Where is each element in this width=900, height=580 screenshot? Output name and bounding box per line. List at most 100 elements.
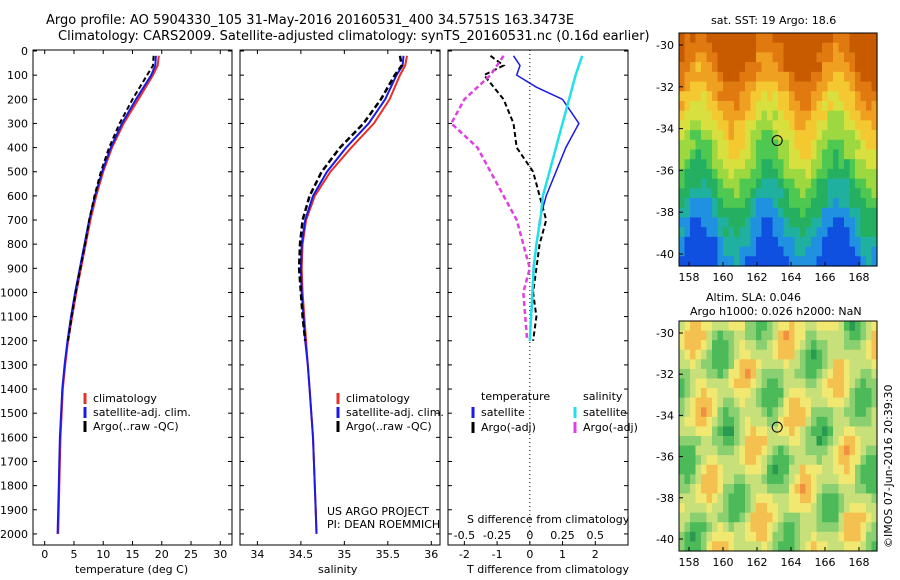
sst-map-cell [712, 236, 719, 248]
sla-map-cell [789, 330, 796, 341]
sst-map-cell [712, 71, 719, 83]
sla-map-cell [767, 368, 774, 380]
sst-map-cell [767, 130, 774, 141]
sst-map-cell [695, 207, 702, 219]
depth-label-300: 300 [7, 117, 28, 130]
sla-map-cell [679, 531, 686, 543]
sst-map-cell [783, 149, 790, 160]
sst-map-cell [849, 159, 856, 170]
sst-map-cell [739, 139, 746, 151]
sla-map-cell [706, 321, 713, 332]
sst-map-cell [739, 42, 746, 54]
sst-map-cell [827, 227, 834, 238]
sla-map-cell [860, 397, 867, 408]
sst-map-cell [717, 217, 724, 228]
sla-map-lon-158: 158 [679, 556, 700, 569]
sla-map-cell [767, 407, 774, 418]
sst-map-cell [811, 198, 818, 209]
sst-map-cell [772, 110, 779, 121]
sst-map-cell [750, 207, 757, 219]
sla-map-cell [679, 455, 686, 466]
sst-map-cell [844, 246, 851, 257]
panel-frame-2 [447, 49, 629, 546]
sla-map-cell [871, 321, 878, 332]
sla-map-cell [739, 407, 746, 418]
sla-map-cell [800, 397, 807, 408]
sla-map-cell [690, 531, 697, 543]
sst-map-cell [789, 246, 796, 257]
sst-map-cell [800, 198, 807, 209]
sla-map-cell [772, 531, 779, 543]
sla-map-cell [789, 340, 796, 351]
sst-map-cell [838, 246, 845, 257]
sla-map-cell [717, 474, 724, 485]
sst-map-cell [855, 236, 862, 248]
sst-map-cell [827, 256, 834, 267]
sla-map-cell [745, 531, 752, 543]
sla-map-cell [778, 531, 785, 543]
sla-map-cell [695, 474, 702, 485]
sst-map-cell [822, 42, 829, 54]
sst-map-cell [794, 207, 801, 219]
sst-map-cell [838, 42, 845, 54]
sla-map-cell [783, 321, 790, 332]
sst-map-cell [728, 198, 735, 209]
sla-map-cell [789, 368, 796, 380]
sst-map-cell [734, 139, 741, 151]
sst-map-cell [679, 91, 686, 102]
sst-map-cell [838, 159, 845, 170]
sst-map-cell [690, 188, 697, 199]
sla-map-cell [855, 321, 862, 332]
sla-map-cell [855, 368, 862, 380]
sst-map-cell [679, 110, 686, 121]
sla-map-cell [855, 407, 862, 418]
sst-map-cell [833, 81, 840, 92]
sla-map-cell [827, 455, 834, 466]
sla-map-cell [778, 464, 785, 475]
sst-map-cell [805, 236, 812, 248]
sla-map-cell [767, 512, 774, 523]
sla-map-cell [767, 541, 774, 552]
sst-map-cell [849, 256, 856, 267]
sst-map-cell [849, 81, 856, 92]
sst-map-cell [844, 188, 851, 199]
depth-label-0: 0 [21, 45, 28, 58]
sla-map-cell [838, 359, 845, 370]
sla-map-cell [783, 474, 790, 485]
sst-map-cell [871, 130, 878, 141]
sst-map-cell [761, 168, 768, 180]
sst-map-cell [739, 217, 746, 228]
sla-map-cell [690, 388, 697, 399]
sla-map-cell [783, 522, 790, 533]
sla-map-cell [778, 340, 785, 351]
sst-map-cell [871, 81, 878, 92]
sla-map-cell [866, 340, 873, 351]
sst-map-cell [767, 62, 774, 73]
sst-map-cell [794, 198, 801, 209]
sst-map-cell [761, 42, 768, 54]
sst-map-cell [838, 198, 845, 209]
sst-map-cell [684, 62, 691, 73]
sla-map-cell [811, 349, 818, 360]
sla-map-cell [739, 321, 746, 332]
sla-map-cell [800, 388, 807, 399]
sst-map-cell [827, 130, 834, 141]
sst-map-cell [690, 246, 697, 257]
sla-map-cell [833, 474, 840, 485]
sla-map-cell [800, 416, 807, 428]
sla-map-cell [844, 503, 851, 514]
sla-map-cell [695, 455, 702, 466]
sst-map-cell [750, 168, 757, 180]
sla-map-cell [745, 445, 752, 456]
sst-map-cell [811, 71, 818, 83]
sst-map-cell [794, 71, 801, 83]
sst-map-cell [712, 139, 719, 151]
sst-map-cell [723, 227, 730, 238]
sst-map-cell [772, 227, 779, 238]
sst-map-cell [761, 120, 768, 131]
sla-map-cell [855, 531, 862, 543]
sla-map-cell [844, 407, 851, 418]
sst-map-cell [717, 71, 724, 83]
sst-map-cell [739, 159, 746, 170]
sla-map-cell [789, 426, 796, 437]
